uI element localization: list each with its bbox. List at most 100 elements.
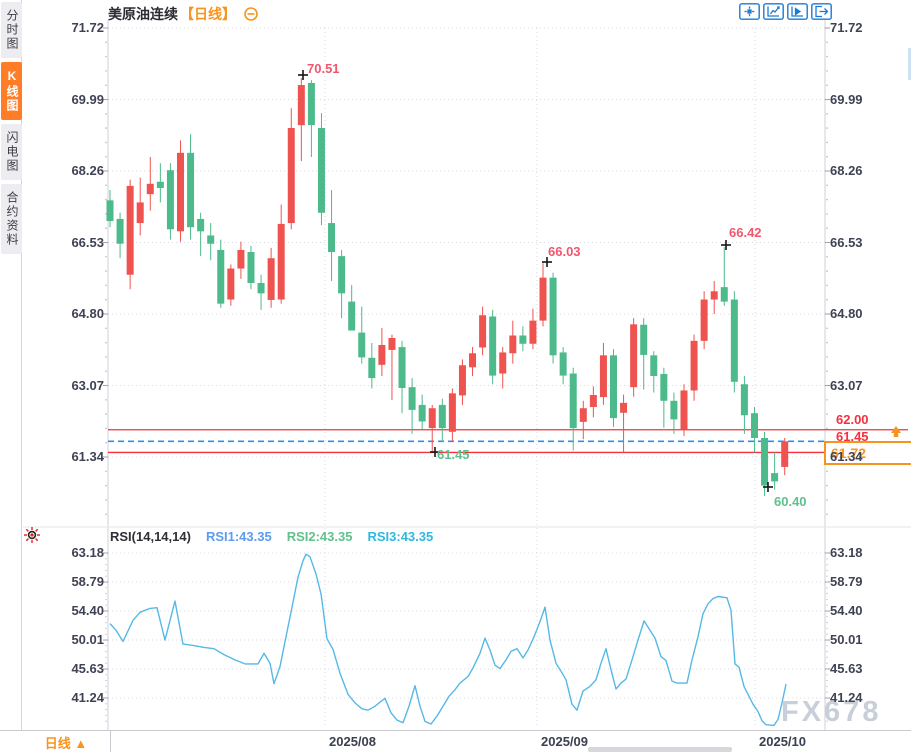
sidebar-tab-2[interactable]: K线图	[1, 62, 22, 120]
chart-play-icon[interactable]	[787, 3, 808, 20]
rsi-axis-label-right: 50.01	[830, 632, 863, 648]
candle[interactable]	[710, 291, 718, 300]
candle[interactable]	[277, 223, 285, 300]
candle[interactable]	[700, 299, 708, 341]
indicator-settings-sun-icon[interactable]	[23, 526, 41, 544]
candle[interactable]	[599, 355, 607, 398]
horizontal-scrollbar[interactable]	[588, 747, 732, 752]
candle[interactable]	[670, 400, 678, 420]
candle[interactable]	[257, 283, 265, 294]
axis-frame	[23, 20, 911, 730]
candle[interactable]	[529, 320, 537, 344]
symbol-name: 美原油连续	[108, 6, 178, 22]
candle[interactable]	[630, 324, 638, 388]
candle[interactable]	[247, 252, 255, 284]
candle[interactable]	[730, 299, 738, 382]
candle[interactable]	[650, 355, 658, 376]
sidebar-tab-4[interactable]: 合约资料	[1, 184, 22, 254]
candle[interactable]	[267, 258, 275, 300]
candle[interactable]	[509, 335, 517, 354]
candle[interactable]	[720, 287, 728, 302]
candle[interactable]	[116, 218, 124, 244]
price-axis-label-right: 64.80	[830, 306, 863, 321]
candle[interactable]	[388, 337, 396, 350]
candle[interactable]	[166, 170, 174, 230]
candle[interactable]	[338, 256, 346, 294]
candle[interactable]	[761, 437, 769, 486]
candle[interactable]	[740, 384, 748, 416]
candle[interactable]	[781, 441, 789, 467]
candle[interactable]	[197, 218, 205, 232]
candle[interactable]	[640, 324, 648, 355]
vertical-scrollbar-thumb[interactable]	[908, 48, 911, 80]
candle[interactable]	[408, 387, 416, 410]
rsi-axis-label-left: 54.40	[71, 603, 104, 619]
candle[interactable]	[207, 235, 215, 244]
candle[interactable]	[428, 408, 436, 429]
candle[interactable]	[569, 373, 577, 429]
price-axis-label-left: 63.07	[71, 377, 104, 393]
chart-toolbar	[739, 3, 832, 20]
candlesticks[interactable]	[106, 78, 789, 496]
price-axis-label-right: 71.72	[830, 20, 863, 35]
candle[interactable]	[750, 413, 758, 438]
sidebar-tab-3[interactable]: 闪电图	[1, 124, 22, 180]
candle[interactable]	[579, 408, 587, 422]
candle[interactable]	[690, 340, 698, 391]
candle[interactable]	[358, 332, 366, 358]
candle[interactable]	[479, 315, 487, 348]
candle[interactable]	[448, 393, 456, 432]
candle[interactable]	[418, 404, 426, 422]
candle[interactable]	[378, 344, 386, 365]
price-axis-label-right: 69.99	[830, 91, 863, 107]
candle[interactable]	[106, 200, 114, 222]
period-selector[interactable]: 日线 ▲	[22, 733, 110, 752]
crosshair-icon[interactable]	[739, 3, 760, 20]
candle[interactable]	[368, 357, 376, 379]
candle[interactable]	[237, 249, 245, 269]
sidebar-tab-1[interactable]: 分时图	[1, 2, 22, 58]
candle[interactable]	[348, 301, 356, 331]
rsi-axis-label-right: 63.18	[830, 545, 863, 560]
candle[interactable]	[559, 352, 567, 376]
candle[interactable]	[660, 373, 668, 401]
candle[interactable]	[398, 347, 406, 388]
candle[interactable]	[610, 355, 617, 419]
candle[interactable]	[438, 404, 446, 429]
candle[interactable]	[680, 390, 688, 430]
candle[interactable]	[589, 395, 597, 407]
candle[interactable]	[136, 202, 144, 224]
candle[interactable]	[126, 185, 134, 275]
candle[interactable]	[317, 128, 325, 213]
candle[interactable]	[297, 85, 305, 126]
candle[interactable]	[287, 128, 295, 224]
candle[interactable]	[469, 353, 477, 368]
x-axis-date-label: 2025/08	[329, 734, 376, 749]
rsi-title[interactable]: RSI(14,14,14)	[110, 529, 191, 544]
candle[interactable]	[307, 82, 315, 126]
candle[interactable]	[620, 402, 628, 413]
candle[interactable]	[176, 152, 184, 232]
candle[interactable]	[499, 352, 507, 374]
price-axis-label-left: 61.34	[71, 449, 104, 464]
axis-ticks	[103, 27, 830, 736]
candle[interactable]	[519, 335, 527, 344]
candle[interactable]	[217, 249, 225, 304]
candle[interactable]	[489, 316, 497, 376]
candle[interactable]	[156, 181, 164, 188]
candle[interactable]	[549, 277, 557, 356]
candle[interactable]	[227, 268, 235, 300]
candle[interactable]	[187, 152, 195, 228]
exit-right-icon[interactable]	[811, 3, 832, 20]
price-axis-label-right: 68.26	[830, 163, 863, 178]
candle[interactable]	[146, 183, 154, 195]
period-tag: 【日线】	[180, 6, 236, 22]
price-up-arrow-icon[interactable]	[888, 425, 904, 441]
candle[interactable]	[539, 277, 547, 321]
candle[interactable]	[458, 365, 466, 396]
chart-scale-icon[interactable]	[763, 3, 784, 20]
minus-circle-icon[interactable]	[244, 7, 258, 21]
candle[interactable]	[771, 473, 779, 482]
candle[interactable]	[328, 223, 336, 253]
